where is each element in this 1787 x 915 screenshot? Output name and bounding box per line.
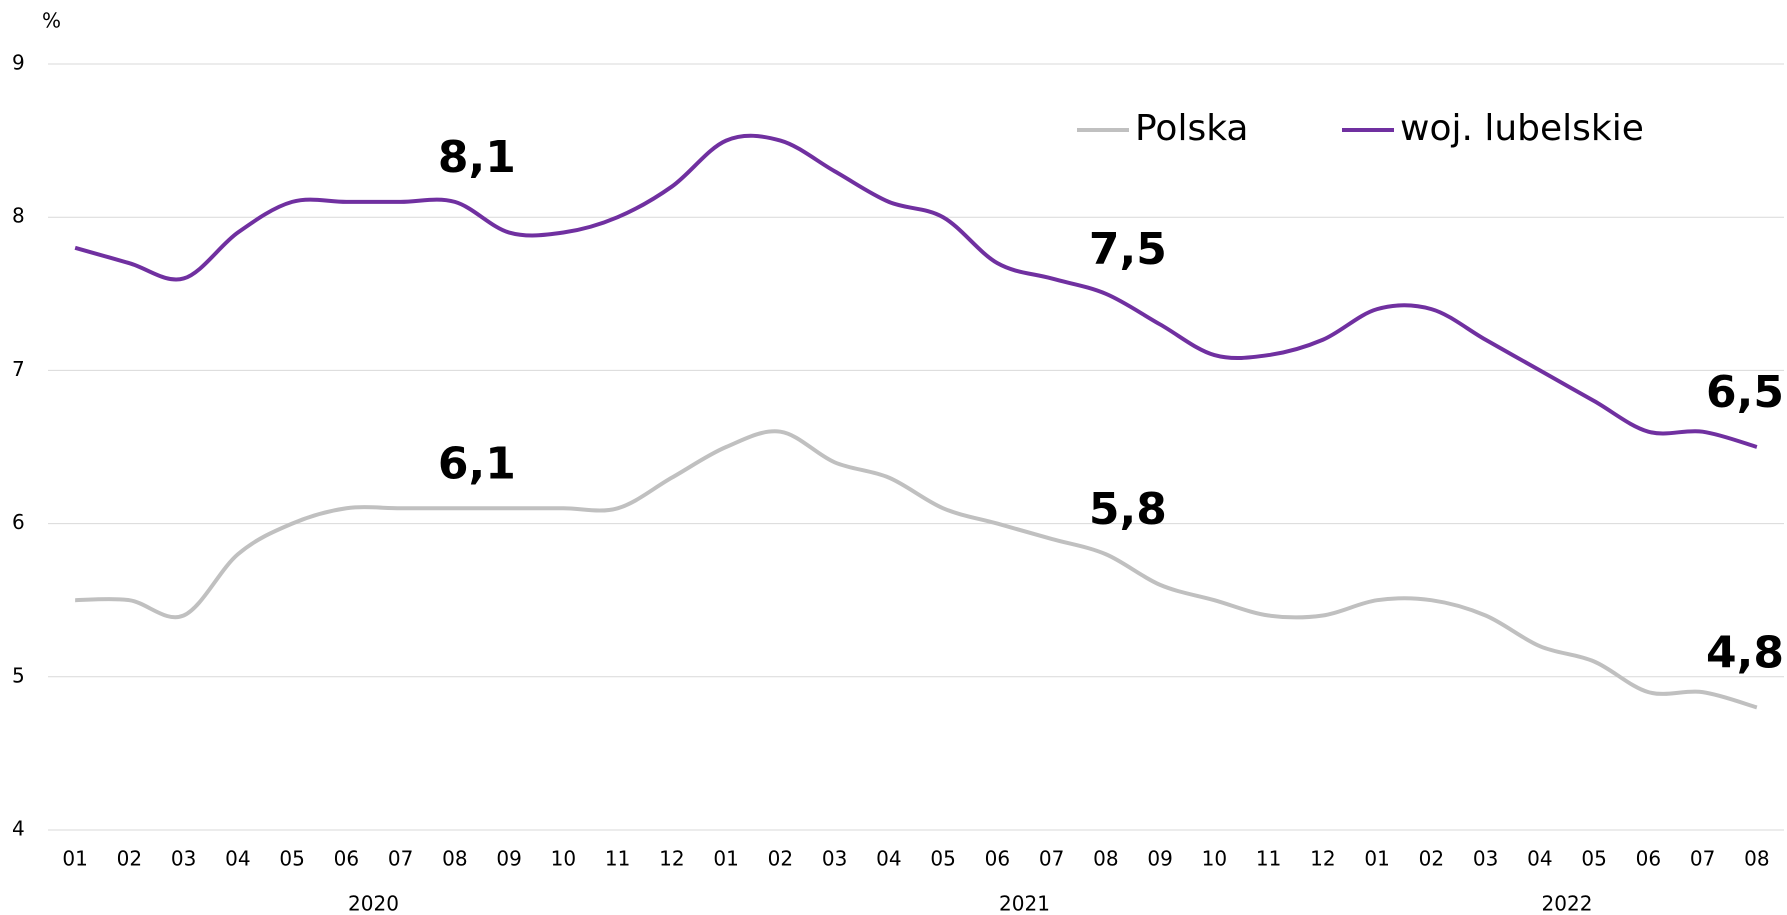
x-group-label: 2020 [348, 892, 399, 915]
x-tick-label: 03 [1473, 847, 1498, 871]
x-tick-label: 06 [334, 847, 359, 871]
x-group-label: 2021 [999, 892, 1050, 915]
x-tick-label: 04 [225, 847, 250, 871]
x-tick-label: 01 [62, 847, 87, 871]
x-tick-label: 06 [1636, 847, 1661, 871]
y-tick-label: 9 [12, 51, 25, 75]
x-tick-label: 11 [605, 847, 630, 871]
x-tick-label: 05 [1581, 847, 1606, 871]
legend-label: Polska [1135, 108, 1248, 149]
y-tick-label: 6 [12, 510, 25, 534]
x-tick-label: 08 [1744, 847, 1769, 871]
x-tick-label: 12 [1310, 847, 1335, 871]
y-axis-label: % [42, 9, 61, 33]
x-tick-label: 05 [930, 847, 955, 871]
data-label: 8,1 [438, 132, 516, 183]
x-tick-label: 01 [713, 847, 738, 871]
x-tick-label: 10 [551, 847, 576, 871]
x-tick-label: 08 [442, 847, 467, 871]
data-label: 4,8 [1706, 627, 1784, 678]
x-tick-label: 10 [1202, 847, 1227, 871]
x-tick-label: 05 [279, 847, 304, 871]
x-tick-label: 02 [117, 847, 142, 871]
data-label: 5,8 [1089, 484, 1167, 535]
y-tick-label: 7 [12, 357, 25, 381]
x-tick-label: 08 [1093, 847, 1118, 871]
x-tick-label: 09 [496, 847, 521, 871]
x-tick-label: 07 [1039, 847, 1064, 871]
legend-label: woj. lubelskie [1400, 108, 1644, 149]
x-tick-label: 01 [1364, 847, 1389, 871]
x-tick-label: 02 [768, 847, 793, 871]
x-tick-label: 09 [1147, 847, 1172, 871]
y-tick-label: 8 [12, 204, 25, 228]
series-line [75, 429, 1758, 710]
x-tick-label: 12 [659, 847, 684, 871]
x-tick-label: 04 [1527, 847, 1552, 871]
x-tick-label: 07 [388, 847, 413, 871]
y-tick-label: 4 [12, 817, 25, 841]
data-label: 7,5 [1089, 224, 1167, 275]
data-label: 6,5 [1706, 367, 1784, 418]
x-tick-label: 11 [1256, 847, 1281, 871]
x-tick-label: 02 [1419, 847, 1444, 871]
series-line [74, 133, 1758, 449]
x-tick-label: 06 [985, 847, 1010, 871]
x-tick-label: 07 [1690, 847, 1715, 871]
x-tick-label: 03 [171, 847, 196, 871]
y-tick-label: 5 [12, 663, 25, 687]
data-label: 6,1 [438, 438, 516, 489]
x-group-label: 2022 [1542, 892, 1593, 915]
x-tick-label: 04 [876, 847, 901, 871]
x-tick-label: 03 [822, 847, 847, 871]
